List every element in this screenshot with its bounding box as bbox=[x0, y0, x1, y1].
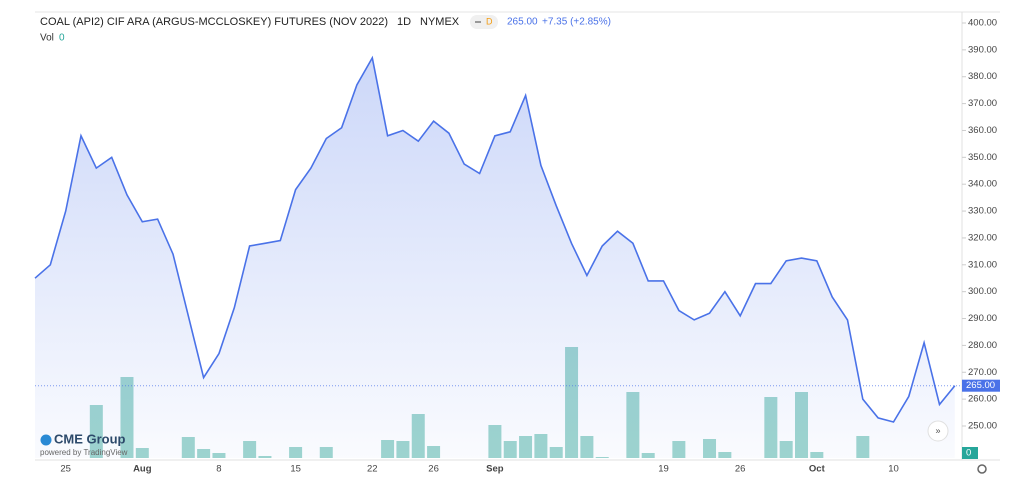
x-tick-label: 15 bbox=[290, 464, 301, 475]
y-tick-label: 260.00 bbox=[968, 394, 997, 405]
y-tick-label: 350.00 bbox=[968, 152, 997, 163]
x-tick-label: Aug bbox=[133, 464, 152, 475]
x-tick-label: 10 bbox=[888, 464, 899, 475]
status-pill bbox=[470, 15, 498, 29]
brand: CME Group bbox=[54, 431, 126, 446]
y-tick-label: 330.00 bbox=[968, 206, 997, 217]
y-tick-label: 380.00 bbox=[968, 71, 997, 82]
scroll-button[interactable] bbox=[927, 420, 949, 442]
brand-logo bbox=[40, 434, 52, 446]
price-area bbox=[35, 57, 955, 459]
volume-title: Vol bbox=[40, 33, 54, 44]
x-tick-label: Oct bbox=[809, 464, 826, 475]
plot bbox=[34, 55, 962, 459]
scroll-icon[interactable]: » bbox=[935, 425, 940, 435]
y-tick-label: 390.00 bbox=[968, 44, 997, 55]
last-price: 265.00 bbox=[507, 17, 538, 28]
y-tick-label: 320.00 bbox=[968, 232, 997, 243]
x-tick-label: Sep bbox=[486, 464, 504, 475]
x-tick-label: 19 bbox=[658, 464, 669, 475]
y-tick-label: 360.00 bbox=[968, 125, 997, 136]
x-tick-label: 26 bbox=[735, 464, 746, 475]
y-tick-label: 290.00 bbox=[968, 313, 997, 324]
y-tick-label: 370.00 bbox=[968, 98, 997, 109]
interval: 1D bbox=[397, 16, 411, 28]
y-tick-label: 280.00 bbox=[968, 340, 997, 351]
x-tick-label: 26 bbox=[428, 464, 439, 475]
volume-last: 0 bbox=[59, 33, 65, 44]
y-tick-label: 300.00 bbox=[968, 286, 997, 297]
powered-by: powered by TradingView bbox=[40, 448, 128, 457]
chart-title: COAL (API2) CIF ARA (ARGUS-MCCLOSKEY) FU… bbox=[40, 16, 388, 28]
x-tick-label: 25 bbox=[60, 464, 71, 475]
volume-badge bbox=[962, 447, 978, 459]
price-change: +7.35 (+2.85%) bbox=[542, 17, 611, 28]
y-tick-label: 270.00 bbox=[968, 367, 997, 378]
y-tick-label: 250.00 bbox=[968, 421, 997, 432]
last-price-badge bbox=[962, 379, 1000, 392]
x-tick-label: 22 bbox=[367, 464, 378, 475]
last-price-badge-label: 265.00 bbox=[966, 380, 995, 391]
exchange: NYMEX bbox=[420, 16, 460, 28]
settings-icon[interactable] bbox=[977, 464, 987, 474]
x-tick-label: 8 bbox=[216, 464, 221, 475]
y-tick-label: 340.00 bbox=[968, 179, 997, 190]
y-tick-label: 400.00 bbox=[968, 18, 997, 29]
volume-badge-label: 0 bbox=[966, 448, 971, 459]
price-line bbox=[34, 55, 956, 423]
interval-badge: D bbox=[486, 16, 493, 26]
y-tick-label: 310.00 bbox=[968, 259, 997, 270]
